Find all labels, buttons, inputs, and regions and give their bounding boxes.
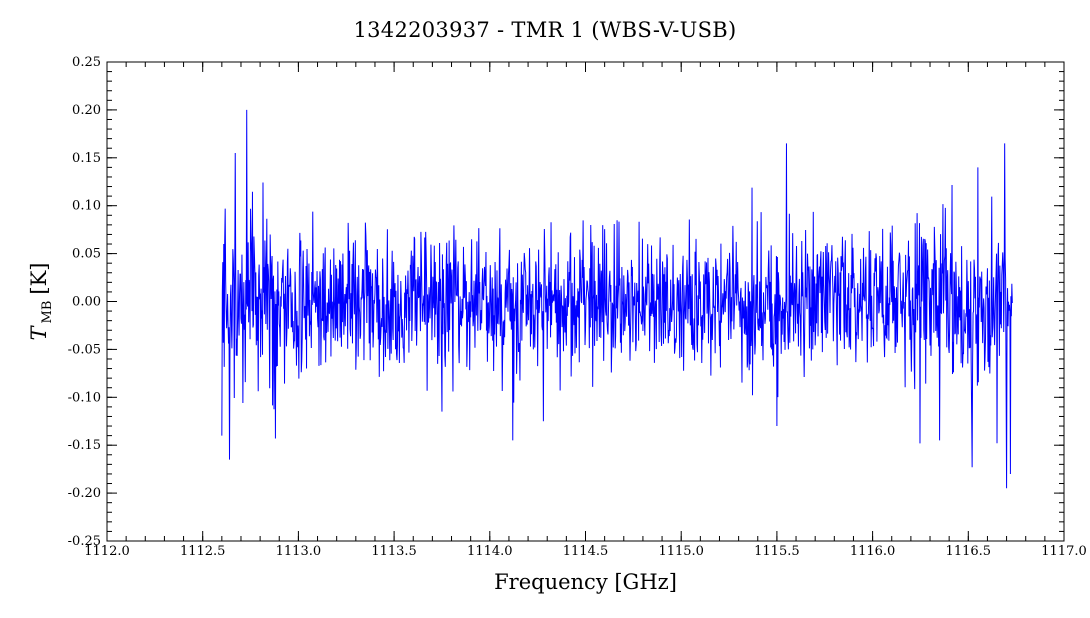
y-tick-label: 0.05 <box>72 247 101 262</box>
x-tick-label: 1114.0 <box>467 544 513 559</box>
x-tick-label: 1116.5 <box>946 544 992 559</box>
x-tick-label: 1112.5 <box>180 544 226 559</box>
x-tick-label: 1113.5 <box>371 544 417 559</box>
y-tick-label: -0.20 <box>68 486 101 501</box>
x-tick-label: 1117.0 <box>1041 544 1087 559</box>
x-tick-label: 1115.0 <box>658 544 704 559</box>
spectrum-line <box>221 109 1013 489</box>
y-tick-label: 0.00 <box>72 295 101 310</box>
y-tick-label: -0.15 <box>68 438 101 453</box>
spectrum-series <box>221 109 1013 489</box>
y-axis-subscript: MB <box>40 301 55 324</box>
y-tick-label: -0.25 <box>68 534 101 549</box>
y-axis-title: TMB [K] <box>27 263 55 341</box>
x-tick-label: 1115.5 <box>754 544 800 559</box>
x-tick-label: 1112.0 <box>84 544 130 559</box>
y-axis-unit: [K] <box>27 263 51 295</box>
chart-title: 1342203937 - TMR 1 (WBS-V-USB) <box>353 18 737 42</box>
y-axis-symbol: T <box>27 324 51 340</box>
x-axis-title: Frequency [GHz] <box>494 570 677 594</box>
x-tick-label: 1114.5 <box>563 544 609 559</box>
y-tick-label: 0.20 <box>72 103 101 118</box>
y-tick-label: 0.25 <box>72 55 101 70</box>
x-tick-label: 1116.0 <box>850 544 896 559</box>
svg-text:TMB[K]: TMB [K] <box>27 263 55 341</box>
y-tick-label: 0.10 <box>72 199 101 214</box>
x-tick-label: 1113.0 <box>276 544 322 559</box>
y-tick-label: -0.05 <box>68 342 101 357</box>
y-tick-label: -0.10 <box>68 390 101 405</box>
axes: 1112.0 1112.5 1113.0 1113.5 1114.0 1114.5 1115… <box>68 55 1087 559</box>
y-tick-label: 0.15 <box>72 151 101 166</box>
